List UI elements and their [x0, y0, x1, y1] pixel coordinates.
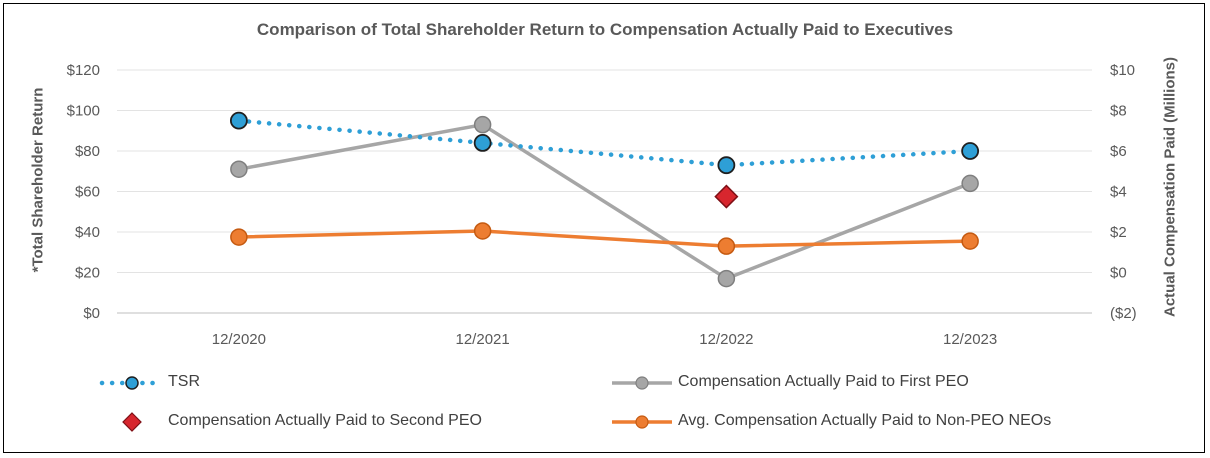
y-left-tick-label: $80	[75, 143, 100, 160]
data-point-tsr	[229, 111, 248, 130]
data-point	[717, 237, 736, 255]
y-right-tick-label: $8	[1110, 103, 1127, 120]
chart-frame	[3, 3, 1205, 453]
data-point	[717, 269, 736, 288]
legend-marker-second-peo	[122, 412, 142, 432]
legend-marker-non-peo	[635, 415, 649, 429]
legend-label-first-peo: Compensation Actually Paid to First PEO	[678, 373, 969, 390]
data-point-tsr	[717, 156, 736, 175]
y-right-tick-label: $2	[1110, 224, 1127, 241]
x-tick-label: 12/2020	[212, 331, 266, 348]
legend-marker-first-peo	[635, 376, 649, 390]
x-tick-label: 12/2022	[699, 331, 753, 348]
data-point	[961, 232, 979, 250]
y-left-tick-label: $20	[75, 265, 100, 282]
series-line-tsr	[236, 118, 973, 168]
data-point	[961, 174, 979, 193]
y-left-tick-label: $120	[67, 62, 100, 79]
legend-label-tsr: TSR	[168, 373, 200, 390]
data-point	[230, 228, 248, 246]
y-right-tick-label: $6	[1110, 143, 1127, 160]
y-right-tick-label: $4	[1110, 184, 1127, 201]
data-point-second-peo	[714, 184, 739, 209]
data-point-tsr	[473, 133, 492, 152]
y-left-tick-label: $60	[75, 184, 100, 201]
data-point	[473, 115, 492, 134]
data-point	[230, 160, 248, 178]
data-point	[473, 222, 492, 240]
y-right-tick-label: $0	[1110, 265, 1127, 282]
series-line	[238, 122, 971, 281]
legend-marker-tsr	[125, 376, 139, 390]
y-right-tick-label: ($2)	[1110, 305, 1137, 322]
legend-label-second-peo: Compensation Actually Paid to Second PEO	[168, 412, 482, 429]
y-left-tick-label: $0	[83, 305, 100, 322]
y-right-tick-label: $10	[1110, 62, 1135, 79]
chart-title: Comparison of Total Shareholder Return t…	[256, 20, 954, 39]
y-left-tick-label: $100	[67, 103, 100, 120]
x-tick-label: 12/2023	[943, 331, 997, 348]
x-tick-label: 12/2021	[456, 331, 510, 348]
y-left-tick-label: $40	[75, 224, 100, 241]
legend-label-non-peo: Avg. Compensation Actually Paid to Non-P…	[678, 412, 1052, 429]
series-line	[238, 229, 971, 248]
data-point-tsr	[961, 142, 980, 160]
